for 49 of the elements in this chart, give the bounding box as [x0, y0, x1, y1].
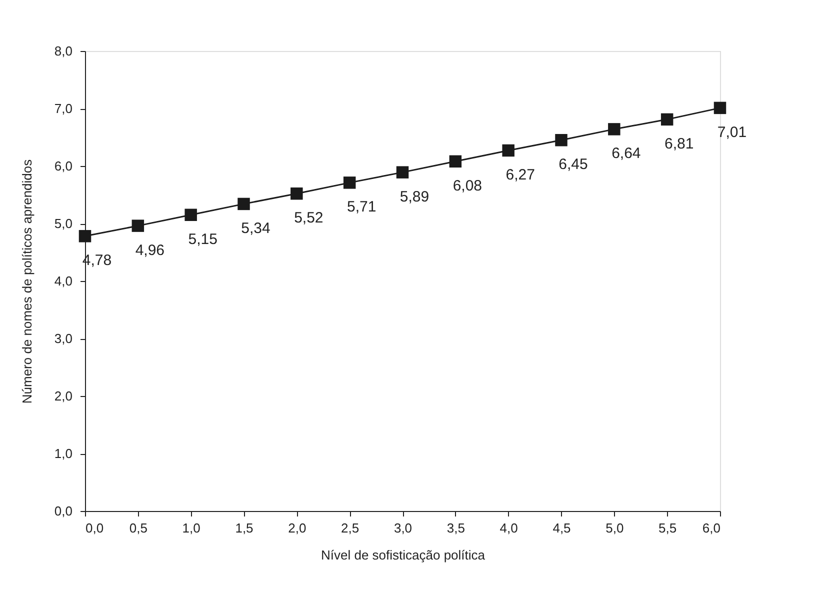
y-tick-label: 3,0: [54, 331, 72, 346]
point: [343, 176, 356, 189]
x-axis-title: Nível de sofisticação política: [320, 548, 486, 562]
x-tick-label: 2,0: [288, 520, 306, 536]
data-label: 6,64: [612, 145, 641, 162]
x-tick-label: 6,0: [702, 520, 720, 536]
x-tick-label: 5,5: [658, 520, 677, 536]
x-tick-label: 4,0: [500, 520, 518, 536]
point: [132, 220, 144, 232]
data-label: 6,81: [664, 135, 694, 152]
x-tick-label: 1,0: [182, 520, 200, 536]
y-tick-label: 5,0: [54, 216, 72, 231]
point: [502, 144, 514, 157]
x-tick-label: 0,5: [129, 520, 148, 536]
point: [714, 102, 726, 114]
point: [555, 134, 568, 146]
data-label: 7,01: [717, 124, 747, 141]
point: [608, 123, 620, 136]
x-tick-label: 4,5: [552, 520, 571, 536]
point: [78, 230, 92, 242]
data-label: 6,45: [558, 156, 588, 174]
data-label: 5,71: [346, 198, 376, 216]
x-tick-label: 2,5: [341, 520, 360, 536]
point: [290, 187, 303, 200]
data-label: 4,96: [135, 242, 165, 259]
x-tick-label: 3,0: [394, 520, 412, 536]
point: [238, 198, 250, 210]
point: [396, 166, 409, 178]
data-label: 5,52: [294, 210, 324, 227]
y-tick-label: 7,0: [54, 101, 72, 116]
x-tick-label: 1,5: [235, 520, 254, 536]
y-tick-label: 2,0: [54, 388, 72, 404]
data-label: 6,27: [506, 166, 535, 184]
point: [449, 155, 462, 168]
y-axis-title: Número de nomes de políticos aprendidos: [19, 158, 34, 404]
y-tick-label: 8,0: [54, 44, 72, 58]
x-tick-label: 3,5: [446, 520, 465, 536]
x-tick-label: 0,0: [86, 520, 104, 536]
y-tick-label: 6,0: [54, 158, 72, 174]
data-label: 5,89: [400, 188, 430, 206]
data-label: 5,15: [188, 230, 218, 248]
x-tick-label: 5,0: [606, 520, 624, 536]
point: [184, 208, 197, 221]
y-tick-label: 4,0: [54, 274, 72, 288]
y-tick-label: 1,0: [54, 446, 72, 461]
data-label: 6,08: [452, 177, 482, 194]
y-tick-label: 0,0: [54, 504, 72, 518]
point: [660, 113, 674, 126]
data-label: 5,34: [241, 220, 270, 237]
